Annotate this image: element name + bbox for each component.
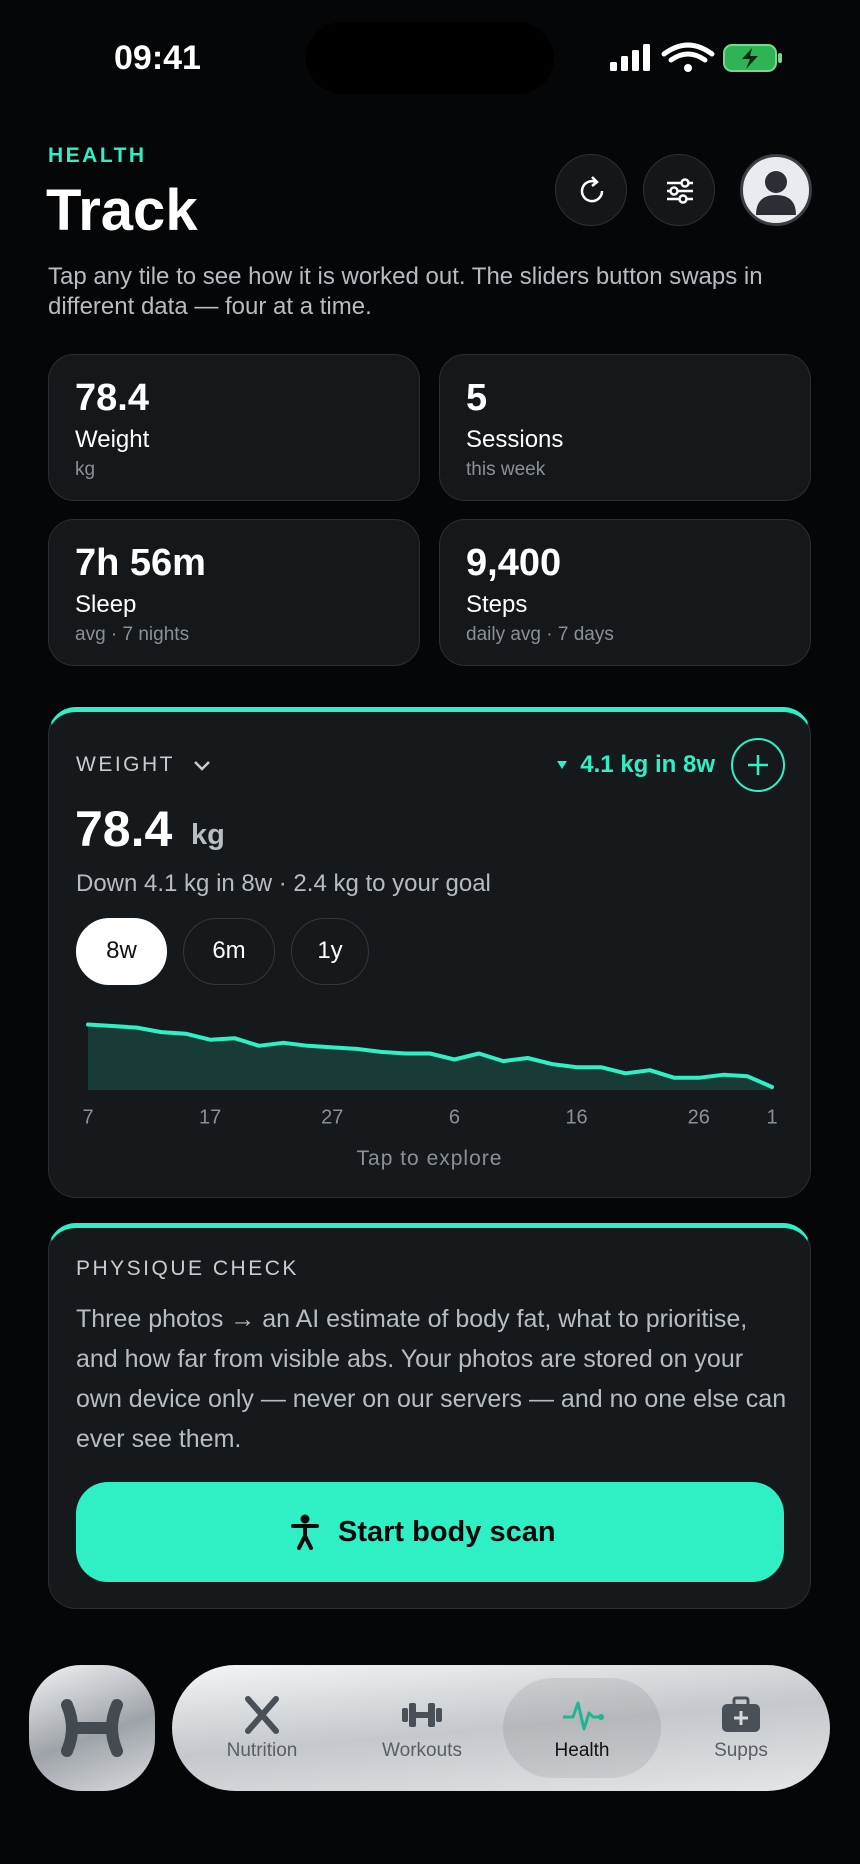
card-title: PHYSIQUE CHECK [76, 1257, 299, 1280]
tile-label: Sleep [75, 591, 137, 618]
metric-tile[interactable]: 9,400 Steps daily avg · 7 days [439, 519, 811, 666]
sliders-button[interactable] [643, 154, 715, 226]
x-tick-label: 16 [565, 1106, 587, 1128]
chevron [194, 761, 210, 771]
tile-label: Weight [75, 426, 150, 453]
dynamic-island [306, 22, 554, 94]
refresh-button[interactable] [555, 154, 627, 226]
avatar-icon [756, 171, 796, 215]
eyebrow: HEALTH [48, 144, 147, 167]
supps-icon [722, 1696, 760, 1732]
summary: Down 4.1 kg in 8w · 2.4 kg to your goal [76, 870, 491, 897]
x-tick-label: 26 [688, 1106, 710, 1128]
plus-icon [748, 755, 768, 775]
line [86, 1022, 774, 1089]
add-button[interactable] [731, 738, 785, 792]
x-tick-label: 1 [766, 1106, 777, 1128]
avatar-button[interactable] [740, 154, 812, 226]
tile-sub: daily avg · 7 days [466, 624, 614, 645]
workouts-icon [402, 1703, 442, 1727]
tab-bar [172, 1665, 830, 1791]
tile-value: 9,400 [466, 542, 562, 584]
chart-hint: Tap to explore [356, 1147, 503, 1170]
description: Tap any tile to see how it is worked out… [48, 263, 763, 320]
range-pill[interactable]: 6m [183, 918, 275, 985]
status-time: 09:41 [114, 39, 201, 77]
weight-card [48, 707, 811, 1198]
sliders-icon [667, 178, 693, 204]
big-value: 78.4 [75, 801, 173, 857]
line-area [88, 1024, 772, 1090]
tile-value: 5 [466, 377, 488, 419]
refresh-icon [580, 176, 604, 203]
scan-label: Start body scan [338, 1516, 556, 1548]
tile-label: Sessions [466, 426, 564, 453]
tab-label[interactable]: Health [554, 1740, 610, 1761]
tile-value: 7h 56m [75, 542, 206, 584]
tile-value: 78.4 [75, 377, 149, 419]
metric-tile[interactable]: 78.4 Weight kg [48, 354, 420, 501]
tile-sub: this week [466, 459, 546, 480]
x-tick-label: 7 [82, 1106, 93, 1128]
physique-body: Three photos → an AI estimate of body fa… [76, 1305, 787, 1453]
unit: kg [191, 819, 225, 851]
card-title[interactable]: WEIGHT [76, 753, 175, 776]
weight-chart[interactable]: 7 17 27 6 16 26 1 [0, 1000, 860, 1140]
range-pill[interactable]: 1y [291, 918, 369, 985]
metric-tile[interactable]: 7h 56m Sleep avg · 7 nights [48, 519, 420, 666]
page-title: Track [46, 178, 198, 243]
home-button[interactable] [29, 1665, 155, 1791]
tab-label[interactable]: Supps [714, 1740, 768, 1761]
logo [61, 1699, 123, 1757]
down-triangle [557, 761, 567, 769]
status-icons [610, 42, 782, 72]
tile-sub: kg [75, 459, 96, 480]
metric-tile[interactable]: 5 Sessions this week [439, 354, 811, 501]
range-pill[interactable]: 8w [76, 918, 167, 985]
person-icon [291, 1514, 319, 1550]
x-tick-label: 27 [321, 1106, 343, 1128]
tab-label[interactable]: Nutrition [226, 1740, 298, 1761]
scan-button[interactable] [76, 1482, 784, 1582]
x-tick-label: 17 [199, 1106, 221, 1128]
change-label: 4.1 kg in 8w [580, 751, 715, 778]
health-icon [563, 1701, 604, 1731]
tab-label[interactable]: Workouts [382, 1740, 462, 1761]
x-tick-label: 6 [449, 1106, 460, 1128]
tile-label: Steps [466, 591, 528, 618]
nutrition-icon [245, 1696, 279, 1734]
active-tab-highlight [503, 1678, 661, 1778]
tile-sub: avg · 7 nights [75, 624, 190, 645]
